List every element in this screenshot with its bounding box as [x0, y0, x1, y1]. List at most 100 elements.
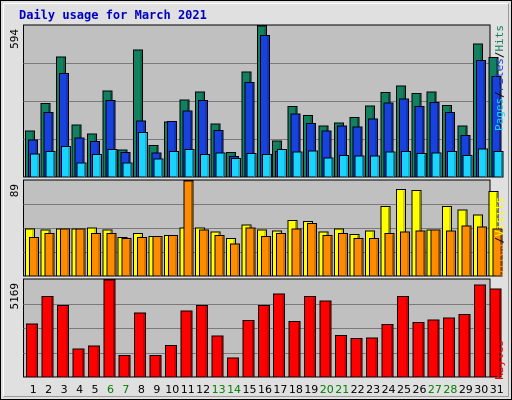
kbytes-bar [211, 335, 224, 378]
day-label: 17 [273, 383, 287, 396]
pages-bar [91, 154, 102, 178]
kbytes-bar [273, 293, 286, 378]
pages-bar [385, 151, 396, 178]
sites-bar [477, 226, 488, 277]
pages-bar [246, 152, 257, 178]
pages-bar [138, 131, 149, 178]
day-label: 4 [76, 383, 83, 396]
kbytes-bar [458, 314, 471, 378]
kbytes-bar [87, 345, 100, 378]
sites-bar [90, 232, 101, 277]
kbytes-bar [474, 284, 487, 378]
pages-bar [416, 153, 427, 178]
kbytes-bar [319, 300, 332, 378]
pages-bar [45, 150, 56, 178]
pages-bar [277, 149, 288, 178]
sites-bar [415, 230, 426, 277]
kbytes-bar [72, 348, 85, 378]
day-label: 18 [289, 383, 303, 396]
sites-bar [245, 227, 256, 277]
sites-bar [384, 232, 395, 277]
kbytes-bar [427, 319, 440, 378]
pages-bar [292, 151, 303, 178]
sites-bar [446, 230, 457, 277]
pages-bar [369, 155, 380, 178]
day-label: 25 [397, 383, 411, 396]
legend-hits-files-pages-part: / [493, 91, 506, 98]
max-label-hits: 594 [8, 29, 21, 49]
pages-bar [184, 149, 195, 178]
sites-bar [44, 232, 55, 277]
day-label: 12 [196, 383, 210, 396]
day-label: 31 [490, 383, 504, 396]
pages-bar [199, 153, 210, 178]
chart-title: Daily usage for March 2021 [19, 8, 207, 22]
day-label: 20 [320, 383, 334, 396]
pages-bar [354, 155, 365, 178]
kbytes-bar [288, 320, 301, 378]
day-label: 7 [122, 383, 129, 396]
sites-bar [168, 234, 179, 277]
day-label: 21 [335, 383, 349, 396]
day-label: 24 [382, 383, 396, 396]
pages-bar [323, 157, 334, 178]
sites-bar [461, 225, 472, 277]
legend-kbytes: KBytes [493, 340, 506, 380]
sites-bar [260, 236, 271, 277]
kbytes-bar [149, 355, 162, 378]
max-label-visits: 89 [8, 184, 21, 197]
legend-visits-sites: Sites/Visits [493, 197, 506, 277]
sites-bar [106, 232, 117, 277]
kbytes-bar [304, 295, 317, 378]
sites-bar [137, 237, 148, 277]
pages-bar [308, 150, 319, 178]
day-label: 19 [304, 383, 318, 396]
kbytes-bar [381, 324, 394, 378]
kbytes-bar [365, 337, 378, 378]
day-label: 1 [30, 383, 37, 396]
day-label: 3 [61, 383, 68, 396]
sites-bar [59, 228, 70, 277]
day-label: 10 [165, 383, 179, 396]
pages-bar [215, 152, 226, 178]
kbytes-bar [41, 296, 54, 378]
kbytes-bar [165, 344, 178, 378]
pages-bar [76, 162, 87, 178]
pages-bar [462, 155, 473, 178]
sites-bar [399, 231, 410, 277]
day-label: 8 [138, 383, 145, 396]
kbytes-bar [195, 305, 208, 378]
max-label-kbytes: 5169 [8, 283, 21, 310]
kbytes-bar [257, 305, 270, 378]
kbytes-bar [180, 310, 193, 378]
day-label: 26 [412, 383, 426, 396]
day-label: 16 [258, 383, 272, 396]
pages-bar [230, 157, 241, 178]
day-label: 6 [107, 383, 114, 396]
kbytes-bar [134, 312, 147, 378]
legend-hits-files-pages-part: / [493, 52, 506, 59]
kbytes-bar [489, 288, 502, 378]
sites-bar [121, 238, 132, 277]
legend-visits-sites-part: Visits [493, 197, 506, 237]
day-label: 23 [366, 383, 380, 396]
pages-bar [107, 149, 118, 178]
sites-bar [322, 234, 333, 277]
legend-hits-files-pages-part: Files [493, 58, 506, 91]
sites-bar [29, 237, 39, 277]
pages-bar [153, 158, 164, 178]
pages-bar [169, 151, 180, 178]
pages-bar [431, 152, 442, 178]
day-label: 11 [181, 383, 195, 396]
sites-bar [276, 232, 287, 277]
pages-bar [30, 153, 40, 178]
kbytes-bar [396, 295, 409, 378]
sites-bar [492, 228, 503, 277]
day-label: 13 [212, 383, 226, 396]
pages-bar [60, 145, 71, 178]
day-label: 5 [92, 383, 99, 396]
day-label: 2 [45, 383, 52, 396]
sites-bar [307, 223, 318, 277]
pages-bar [339, 155, 349, 178]
